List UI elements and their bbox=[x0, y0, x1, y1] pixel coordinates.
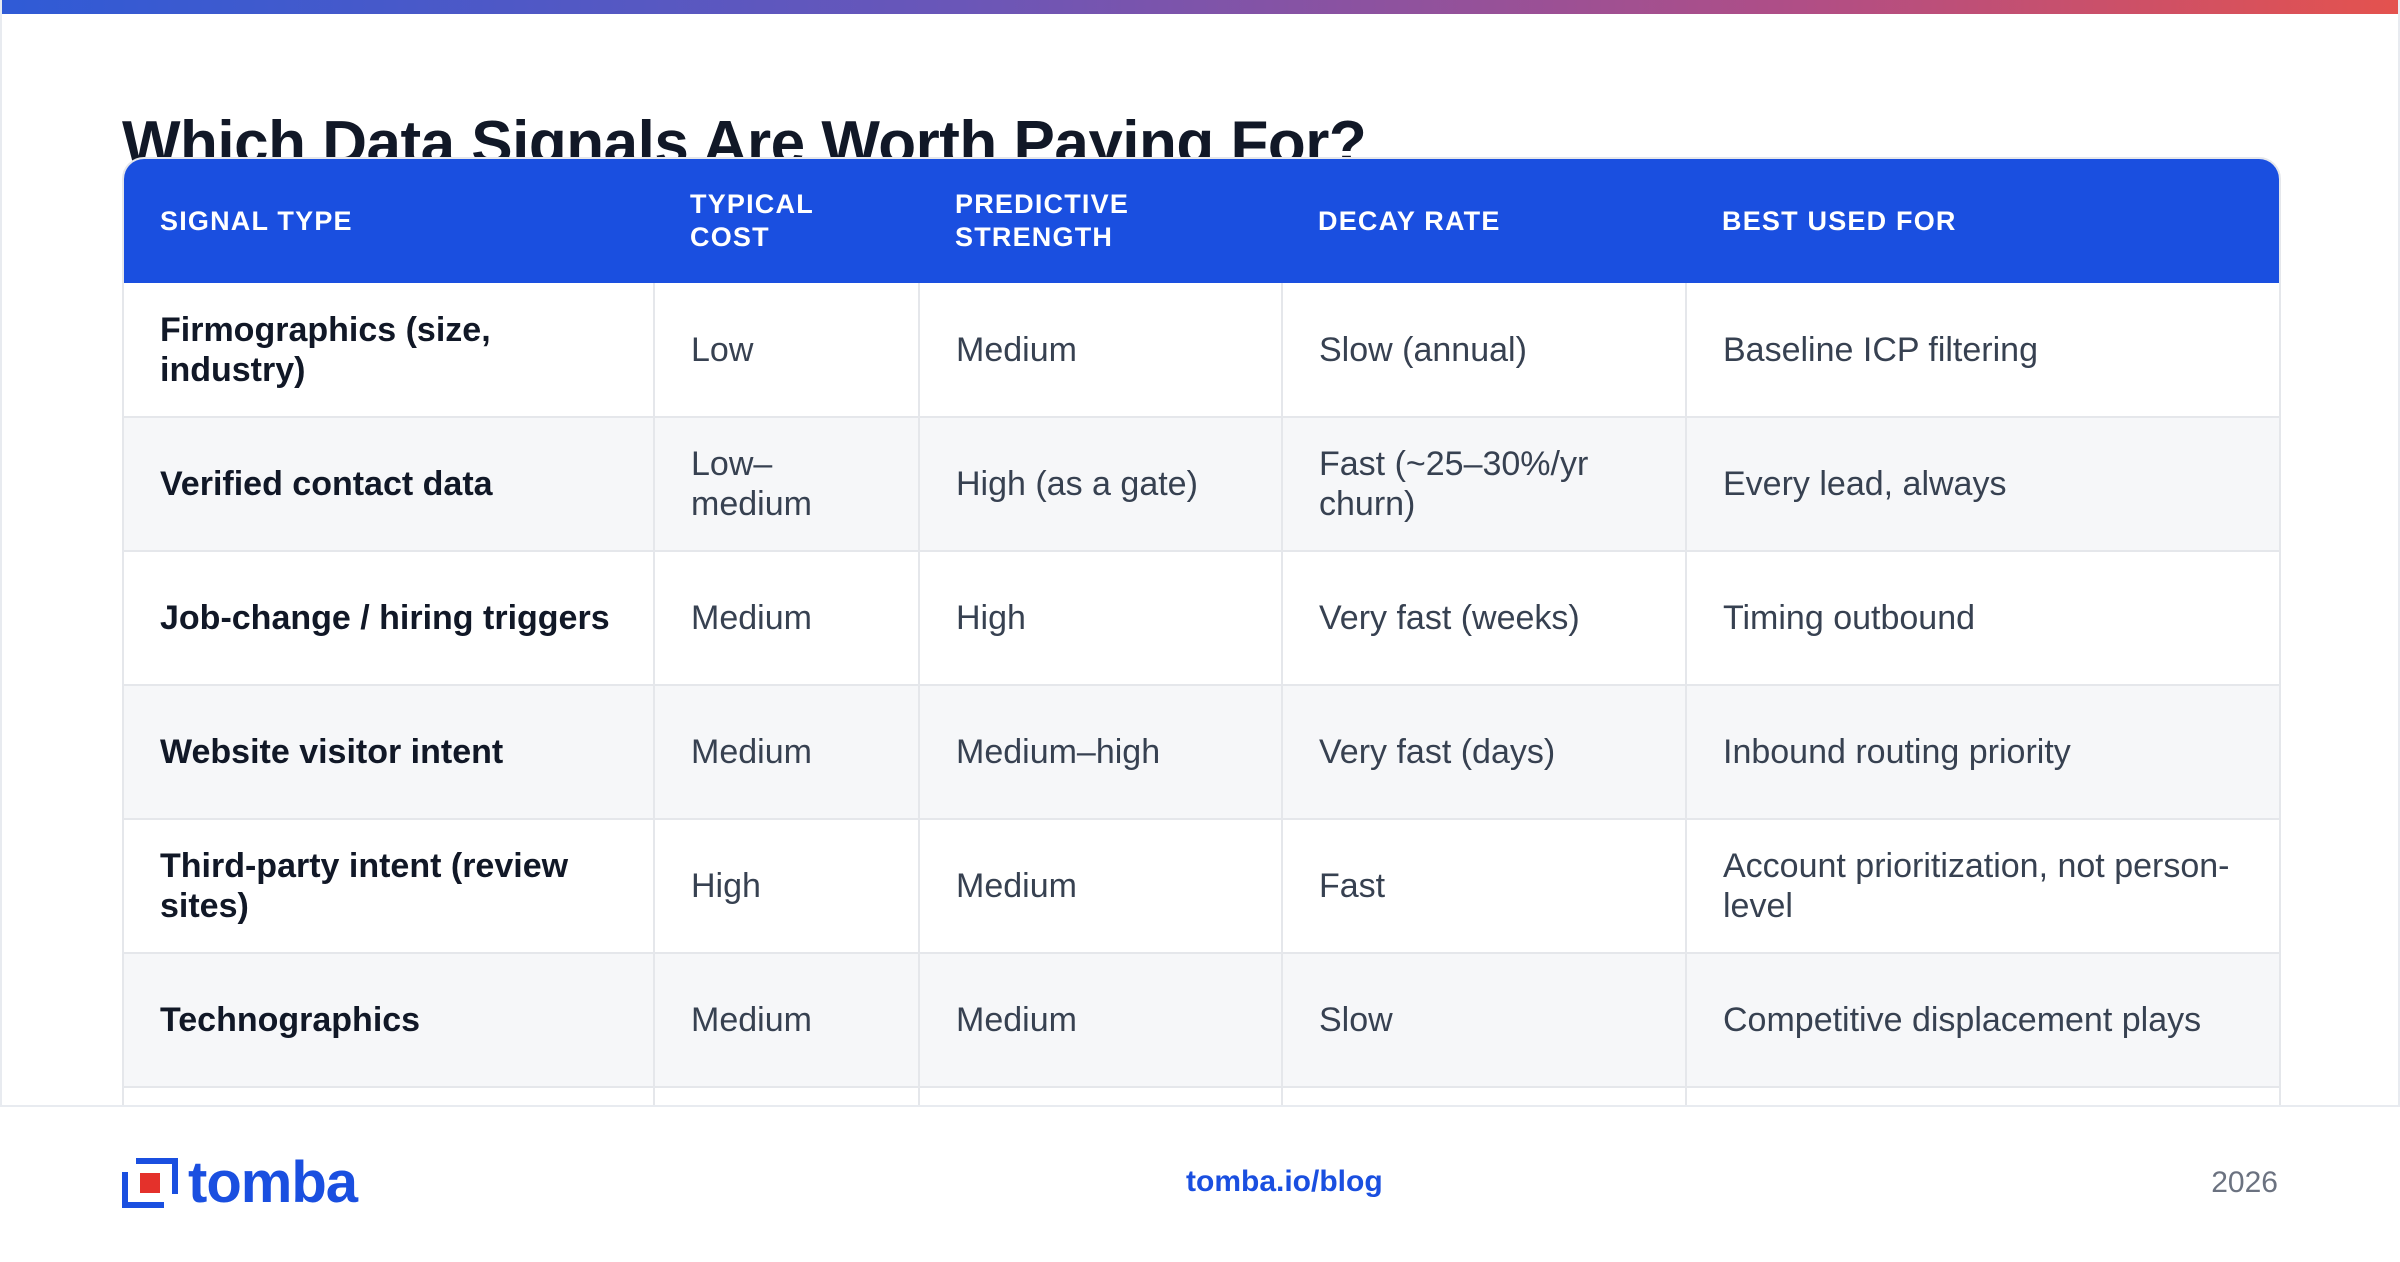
cell-predictive-strength: High bbox=[919, 551, 1283, 686]
tomba-logo-text: tomba bbox=[188, 1150, 358, 1215]
cell-signal-type: Firmographics (size, industry) bbox=[124, 283, 655, 418]
frame-border-right bbox=[2398, 0, 2400, 1260]
header-decay-rate: DECAY RATE bbox=[1318, 205, 1501, 236]
footer-year: 2026 bbox=[2211, 1166, 2278, 1199]
cell-typical-cost: High bbox=[654, 819, 920, 954]
cell-decay-rate: Very fast (days) bbox=[1282, 685, 1687, 820]
table-row: Verified contact data Low–medium High (a… bbox=[124, 417, 2279, 552]
header-typical-cost: TYPICAL COST bbox=[690, 189, 814, 252]
table-row: Third-party intent (review sites) High M… bbox=[124, 819, 2279, 954]
cell-signal-type: Technographics bbox=[124, 953, 655, 1088]
cell-decay-rate: Fast bbox=[1282, 819, 1687, 954]
cell-best-used-for: Timing outbound bbox=[1686, 551, 2279, 686]
cell-typical-cost: Medium bbox=[654, 953, 920, 1088]
cell-best-used-for: Account prioritization, not person-level bbox=[1686, 819, 2279, 954]
cell-best-used-for: Every lead, always bbox=[1686, 417, 2279, 552]
cell-predictive-strength: Medium bbox=[919, 819, 1283, 954]
cell-typical-cost: Medium bbox=[654, 685, 920, 820]
cell-best-used-for: Inbound routing priority bbox=[1686, 685, 2279, 820]
cell-best-used-for: Baseline ICP filtering bbox=[1686, 283, 2279, 418]
cell-best-used-for: Competitive displacement plays bbox=[1686, 953, 2279, 1088]
cell-typical-cost: Medium bbox=[654, 551, 920, 686]
cell-signal-type: Job-change / hiring triggers bbox=[124, 551, 655, 686]
cell-signal-type: Verified contact data bbox=[124, 417, 655, 552]
cell-predictive-strength: High (as a gate) bbox=[919, 417, 1283, 552]
cell-decay-rate: Slow (annual) bbox=[1282, 283, 1687, 418]
header-signal-type: SIGNAL TYPE bbox=[160, 205, 353, 236]
cell-typical-cost: Low bbox=[654, 283, 920, 418]
blog-link[interactable]: tomba.io/blog bbox=[1186, 1165, 1383, 1198]
cell-predictive-strength: Medium bbox=[919, 283, 1283, 418]
cell-decay-rate: Slow bbox=[1282, 953, 1687, 1088]
footer-bar bbox=[0, 1105, 2400, 1262]
cell-decay-rate: Very fast (weeks) bbox=[1282, 551, 1687, 686]
table-row: Job-change / hiring triggers Medium High… bbox=[124, 551, 2279, 686]
table-row: Website visitor intent Medium Medium–hig… bbox=[124, 685, 2279, 820]
header-best-used-for: BEST USED FOR bbox=[1722, 205, 1957, 236]
cell-predictive-strength: Medium–high bbox=[919, 685, 1283, 820]
tomba-logo[interactable]: tomba bbox=[122, 1150, 358, 1215]
cell-decay-rate: Fast (~25–30%/yr churn) bbox=[1282, 417, 1687, 552]
cell-predictive-strength: Medium bbox=[919, 953, 1283, 1088]
top-gradient-bar bbox=[0, 0, 2400, 14]
table-row: Firmographics (size, industry) Low Mediu… bbox=[124, 283, 2279, 418]
table-header: SIGNAL TYPE TYPICAL COST PREDICTIVE STRE… bbox=[124, 159, 2279, 283]
cell-typical-cost: Low–medium bbox=[654, 417, 920, 552]
signals-table: SIGNAL TYPE TYPICAL COST PREDICTIVE STRE… bbox=[124, 159, 2279, 1144]
table-header-row: SIGNAL TYPE TYPICAL COST PREDICTIVE STRE… bbox=[124, 159, 2279, 283]
table-body: Firmographics (size, industry) Low Mediu… bbox=[124, 283, 2279, 1144]
signals-table-card: SIGNAL TYPE TYPICAL COST PREDICTIVE STRE… bbox=[122, 157, 2281, 1146]
table-row: Technographics Medium Medium Slow Compet… bbox=[124, 953, 2279, 1088]
header-predictive-strength: PREDICTIVE STRENGTH bbox=[955, 189, 1130, 252]
frame-border-left bbox=[0, 0, 2, 1260]
cell-signal-type: Third-party intent (review sites) bbox=[124, 819, 655, 954]
tomba-logo-icon bbox=[122, 1158, 178, 1208]
cell-signal-type: Website visitor intent bbox=[124, 685, 655, 820]
